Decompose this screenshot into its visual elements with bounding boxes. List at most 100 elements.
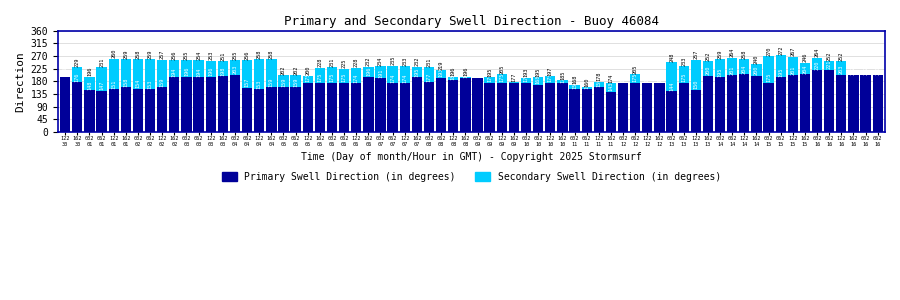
Bar bbox=[460, 78, 471, 132]
Text: 175: 175 bbox=[657, 73, 662, 82]
Text: 232: 232 bbox=[366, 57, 371, 66]
Text: 175: 175 bbox=[500, 73, 504, 82]
Text: 147: 147 bbox=[99, 81, 104, 90]
Text: 196: 196 bbox=[451, 67, 455, 76]
Text: 272: 272 bbox=[778, 46, 783, 55]
Bar bbox=[60, 81, 70, 132]
Text: 201: 201 bbox=[790, 66, 796, 75]
Bar bbox=[594, 87, 604, 132]
Text: 197: 197 bbox=[548, 67, 553, 76]
Bar bbox=[424, 82, 434, 132]
Bar bbox=[194, 60, 203, 132]
Bar bbox=[824, 70, 834, 132]
Text: 256: 256 bbox=[172, 50, 176, 59]
Text: 159: 159 bbox=[159, 77, 165, 87]
Bar bbox=[448, 77, 458, 132]
Text: 202: 202 bbox=[281, 65, 286, 75]
Bar bbox=[351, 68, 362, 132]
Text: 259: 259 bbox=[717, 49, 723, 59]
Text: 159: 159 bbox=[293, 77, 298, 87]
Bar bbox=[145, 89, 155, 132]
Text: 205: 205 bbox=[633, 64, 638, 74]
Text: 177: 177 bbox=[511, 72, 517, 82]
Text: 220: 220 bbox=[814, 60, 820, 70]
Text: 196: 196 bbox=[366, 67, 371, 76]
X-axis label: Time (Day of month/Hour in GMT) - Copyright 2025 Stormsurf: Time (Day of month/Hour in GMT) - Copyri… bbox=[302, 152, 642, 162]
Text: 174: 174 bbox=[354, 73, 359, 83]
Text: 258: 258 bbox=[256, 50, 262, 59]
Text: 231: 231 bbox=[329, 57, 335, 67]
Bar bbox=[242, 88, 252, 132]
Bar bbox=[388, 66, 398, 132]
Text: 176: 176 bbox=[75, 73, 80, 82]
Text: 143: 143 bbox=[608, 82, 614, 92]
Text: 185: 185 bbox=[451, 70, 455, 80]
Text: 203: 203 bbox=[839, 65, 844, 74]
Bar bbox=[375, 66, 385, 132]
Text: 159: 159 bbox=[597, 77, 601, 87]
Bar bbox=[230, 75, 240, 132]
Bar bbox=[703, 61, 713, 132]
Text: 196: 196 bbox=[63, 67, 68, 76]
Text: 258: 258 bbox=[742, 50, 747, 59]
Text: 153: 153 bbox=[148, 79, 153, 88]
Bar bbox=[327, 82, 338, 132]
Bar bbox=[109, 89, 119, 132]
Text: 270: 270 bbox=[766, 46, 771, 56]
Bar bbox=[484, 82, 495, 132]
Bar bbox=[400, 83, 410, 132]
Text: 153: 153 bbox=[256, 79, 262, 88]
Text: 196: 196 bbox=[184, 67, 189, 76]
Bar bbox=[460, 77, 471, 132]
Text: 175: 175 bbox=[524, 73, 528, 82]
Text: 233: 233 bbox=[681, 57, 686, 66]
Bar bbox=[302, 82, 313, 132]
Text: 159: 159 bbox=[269, 77, 274, 87]
Text: 196: 196 bbox=[87, 67, 92, 76]
Bar bbox=[291, 87, 301, 132]
Text: 235: 235 bbox=[390, 56, 395, 65]
Text: 200: 200 bbox=[305, 66, 310, 75]
Bar bbox=[121, 87, 131, 132]
Bar bbox=[654, 82, 664, 132]
Text: 202: 202 bbox=[851, 65, 856, 75]
Bar bbox=[205, 61, 216, 132]
Bar bbox=[630, 74, 640, 132]
Text: 195: 195 bbox=[414, 67, 419, 77]
Bar bbox=[278, 87, 289, 132]
Text: 195: 195 bbox=[778, 67, 783, 77]
Bar bbox=[254, 59, 265, 132]
Text: 175: 175 bbox=[766, 73, 771, 82]
Text: 193: 193 bbox=[438, 68, 444, 77]
Text: 151: 151 bbox=[112, 80, 116, 89]
Bar bbox=[364, 67, 374, 132]
Text: 194: 194 bbox=[196, 68, 201, 77]
Text: 202: 202 bbox=[863, 65, 868, 75]
Text: 246: 246 bbox=[803, 53, 807, 62]
Bar bbox=[315, 82, 325, 132]
Bar bbox=[679, 82, 688, 132]
Text: 198: 198 bbox=[220, 67, 225, 76]
Bar bbox=[388, 83, 398, 132]
Bar bbox=[339, 69, 349, 132]
Bar bbox=[72, 68, 83, 132]
Bar bbox=[218, 76, 228, 132]
Text: 267: 267 bbox=[790, 47, 796, 56]
Bar bbox=[642, 82, 652, 132]
Text: 225: 225 bbox=[342, 59, 346, 68]
Text: 240: 240 bbox=[754, 55, 759, 64]
Text: 168: 168 bbox=[572, 75, 577, 84]
Text: 204: 204 bbox=[803, 65, 807, 74]
Text: 175: 175 bbox=[644, 73, 650, 82]
Text: 200: 200 bbox=[754, 66, 759, 75]
Bar bbox=[157, 87, 167, 132]
Y-axis label: Direction: Direction bbox=[15, 51, 25, 112]
Bar bbox=[242, 60, 252, 132]
Bar bbox=[96, 67, 107, 132]
Bar bbox=[218, 61, 228, 132]
Bar bbox=[860, 75, 871, 132]
Text: 202: 202 bbox=[293, 65, 298, 75]
Bar bbox=[266, 87, 276, 132]
Text: 255: 255 bbox=[184, 50, 189, 60]
Bar bbox=[752, 64, 761, 132]
